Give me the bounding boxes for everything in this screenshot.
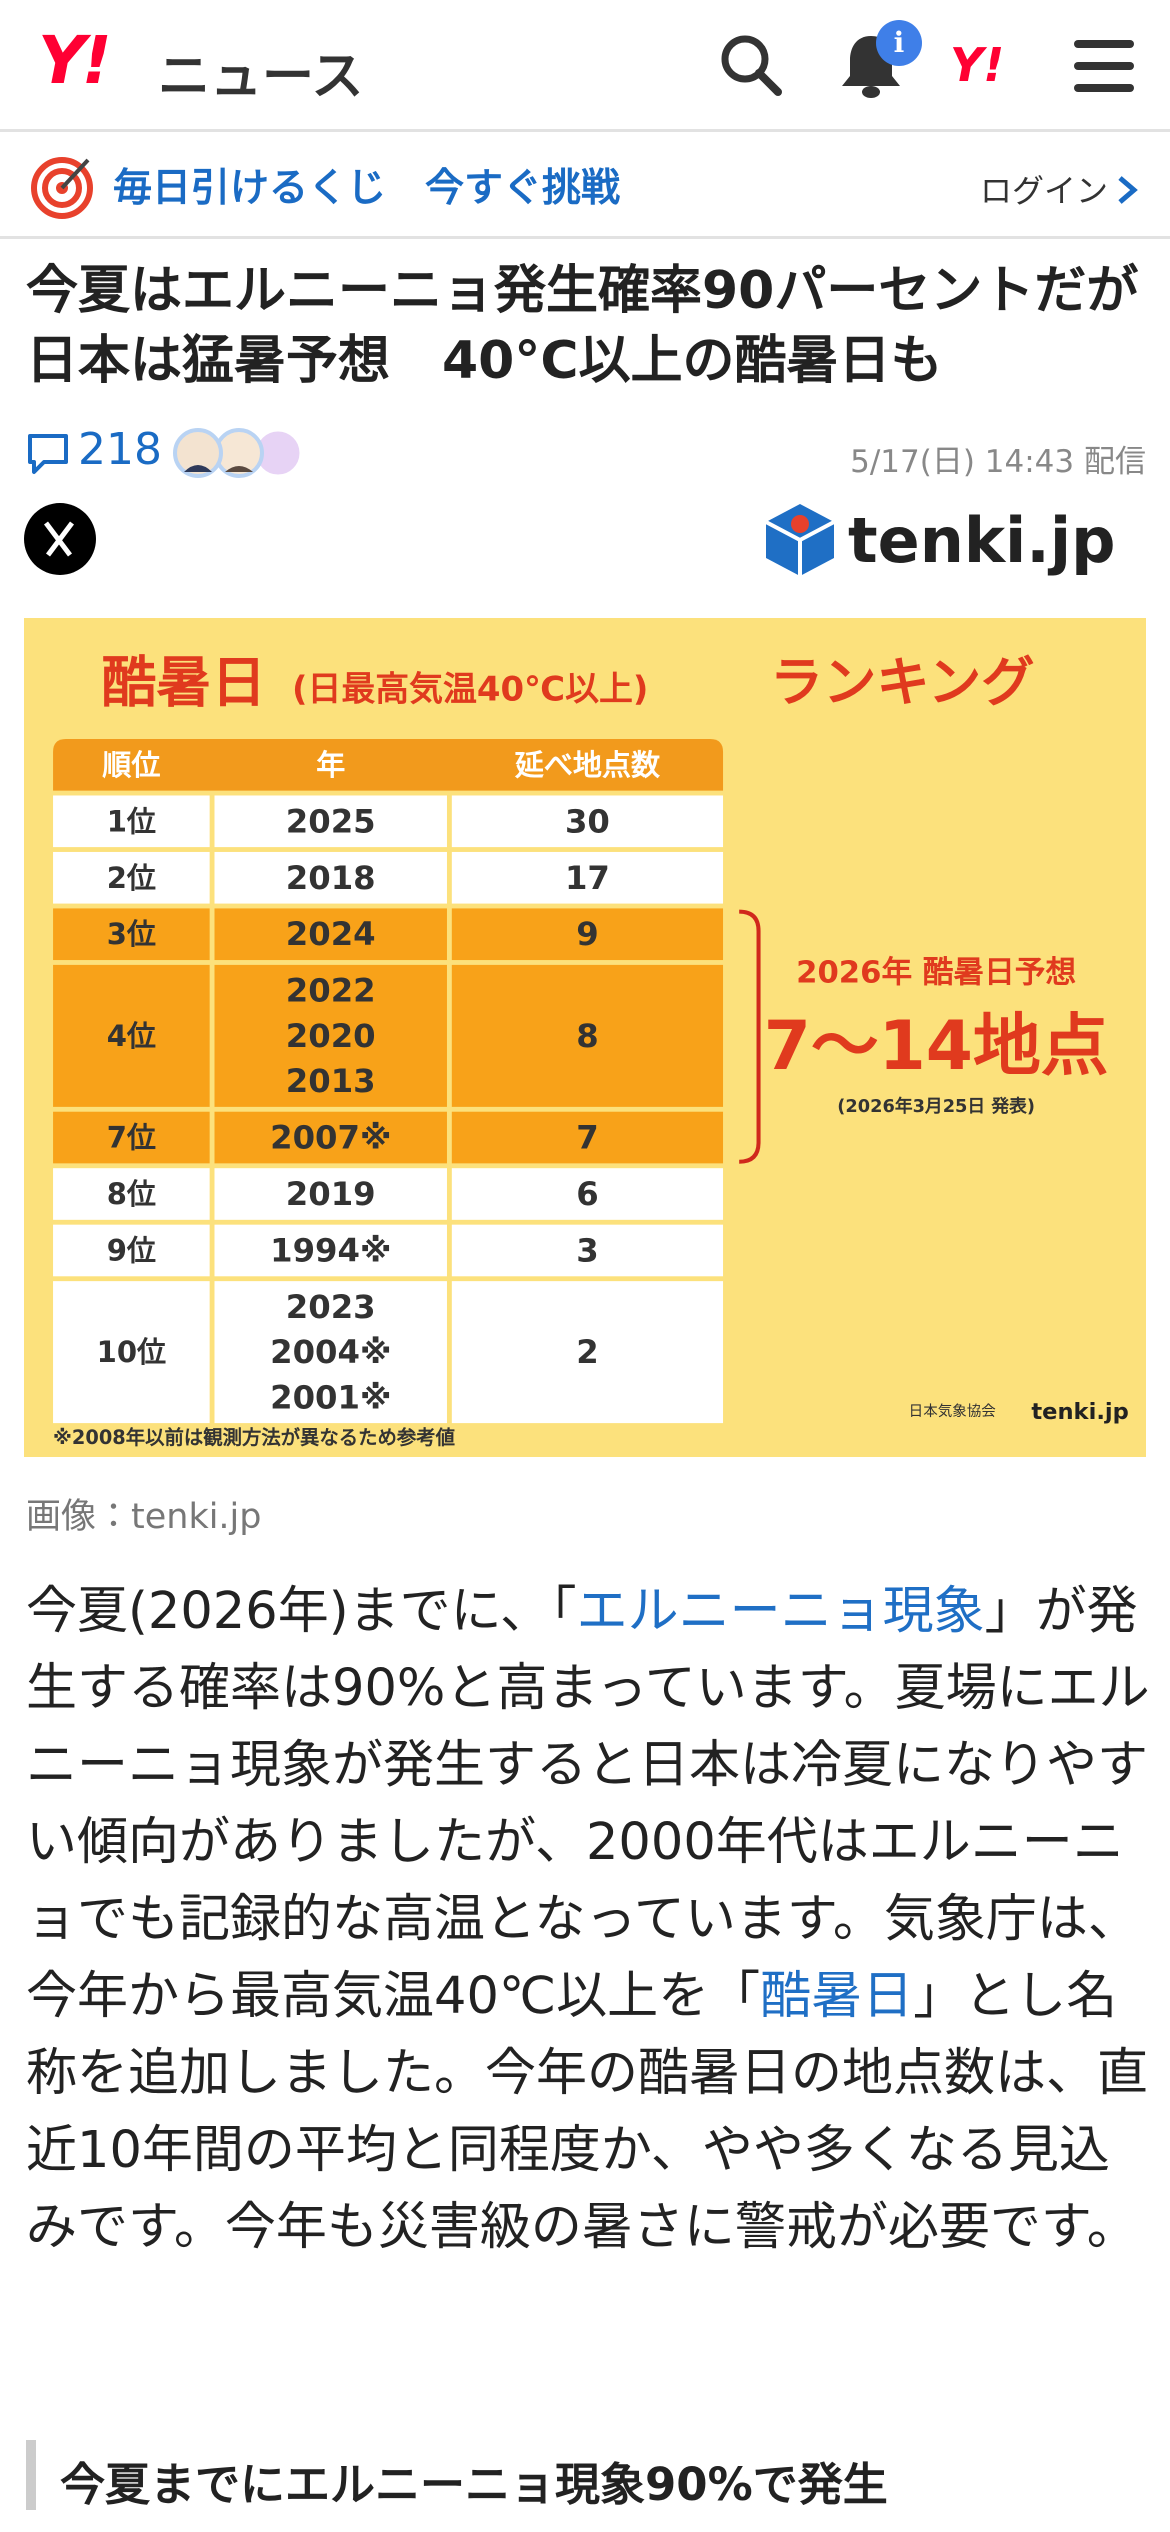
article-image: 酷暑日 (日最高気温40℃以上) ランキング 2026年 酷暑日予想 7〜14地… [24, 618, 1146, 1457]
login-text[interactable]: ログイン [980, 172, 1109, 210]
article-title: 今夏はエルニーニョ発生確率90パーセントだが日本は猛暑予想 40°C以上の酷暑日… [26, 261, 1139, 391]
table-cell [53, 1224, 210, 1277]
commenter-avatars [173, 428, 303, 478]
forecast-heading: 2026年 酷暑日予想 [796, 955, 1076, 990]
year: 1994※ [270, 1231, 391, 1269]
table-cell [451, 964, 724, 1107]
comment-count[interactable]: 218 [78, 424, 162, 475]
table-cell [214, 964, 447, 1107]
count: 8 [576, 1017, 598, 1055]
column-header: 延べ地点数 [515, 748, 661, 782]
table-cell [53, 795, 210, 848]
yahoo-icon[interactable]: Y! [950, 38, 1005, 92]
comment-icon[interactable] [26, 432, 70, 476]
table-cell [214, 1168, 447, 1220]
table-cell [451, 1224, 724, 1277]
table-cell [451, 908, 724, 961]
credit-org: 日本気象協会 [909, 1403, 997, 1420]
year: 2001※ [270, 1378, 391, 1416]
year: 2024 [286, 915, 376, 953]
source-logo[interactable]: tenki.jp [848, 504, 1116, 577]
promo-link[interactable]: 毎日引けるくじ 今すぐ挑戦 [113, 166, 621, 211]
rank: 3位 [107, 917, 156, 951]
search-icon[interactable] [718, 32, 784, 98]
table-cell [214, 1224, 447, 1277]
article-text: 」とし名称を追加しました。今年の酷暑日の地点数は、直近10年間の平均と同程度か、… [26, 1967, 1149, 2257]
article-link[interactable]: 酷暑日 [760, 1967, 914, 2026]
promo-bar: 毎日引けるくじ 今すぐ挑戦 ログイン [0, 132, 1170, 239]
rank: 9位 [107, 1233, 156, 1267]
table-cell [53, 1111, 210, 1164]
table-cell [451, 1111, 724, 1164]
count: 3 [576, 1231, 598, 1269]
forecast-range: 7〜14地点 [764, 1006, 1109, 1085]
year: 2023 [286, 1288, 376, 1326]
year: 2007※ [270, 1119, 391, 1157]
rank: 10位 [97, 1335, 166, 1369]
table-cell [451, 851, 724, 904]
year: 2022 [286, 972, 376, 1010]
table-cell [214, 1281, 447, 1424]
table-cell [214, 1111, 447, 1164]
image-title-suffix: ランキング [770, 652, 1035, 714]
year: 2025 [286, 802, 376, 840]
article-text: 今夏(2026年)までに、「 [26, 1582, 577, 1641]
table-cell [53, 1281, 210, 1424]
count: 7 [576, 1119, 598, 1157]
count: 17 [565, 859, 610, 897]
tenki-logo-icon [765, 504, 835, 576]
year: 2013 [286, 1062, 376, 1100]
column-header: 順位 [102, 748, 160, 782]
year: 2018 [286, 859, 376, 897]
count: 30 [565, 802, 610, 840]
table-cell [451, 1168, 724, 1220]
article-body: 今夏(2026年)までに、「エルニーニョ現象」が発生する確率は90%と高まってい… [26, 1573, 1151, 2266]
count: 2 [576, 1333, 598, 1371]
forecast-note: (2026年3月25日 発表) [837, 1095, 1035, 1117]
image-title: 酷暑日 [101, 651, 266, 715]
table-cell [451, 1281, 724, 1424]
image-caption: 画像：tenki.jp [26, 1497, 262, 1537]
credit-logo: tenki.jp [1031, 1399, 1128, 1425]
rank: 7位 [107, 1121, 156, 1155]
section-heading: 今夏までにエルニーニョ現象90%で発生 [26, 2440, 1146, 2511]
table-cell [214, 795, 447, 848]
x-share-button[interactable] [24, 503, 96, 575]
image-title-note: (日最高気温40℃以上) [292, 669, 648, 708]
article-link[interactable]: エルニーニョ現象 [576, 1582, 985, 1641]
rank: 1位 [107, 804, 156, 838]
table-cell [53, 1168, 210, 1220]
year: 2019 [286, 1175, 376, 1213]
table-cell [53, 851, 210, 904]
notification-badge[interactable]: i [876, 20, 922, 66]
table-cell [214, 908, 447, 961]
table-header-bg [53, 739, 724, 791]
count: 6 [576, 1175, 598, 1213]
rank: 2位 [107, 861, 156, 895]
logo-mark[interactable]: Y! [38, 22, 112, 99]
count: 9 [576, 915, 598, 953]
table-cell [214, 851, 447, 904]
menu-icon[interactable] [1074, 38, 1134, 94]
year: 2020 [286, 1017, 376, 1055]
article-text: 」が発生する確率は90%と高まっています。夏場にエルニーニョ現象が発生すると日本… [26, 1582, 1150, 2026]
footnote: ※2008年以前は観測方法が異なるため参考値 [53, 1426, 455, 1449]
column-header: 年 [316, 748, 345, 782]
table-cell [53, 908, 210, 961]
table-cell [451, 795, 724, 848]
ranking-table: 順位 年 延べ地点数 1位 2025 30 2位 2018 17 3位 2024 9 4位 2022 202… [53, 739, 724, 1424]
published-date: 5/17(日) 14:43 配信 [850, 444, 1146, 480]
header: Y! ニュース i Y! [0, 0, 1170, 132]
chevron-icon [1118, 176, 1138, 204]
rank: 8位 [107, 1177, 156, 1211]
login-link[interactable]: ログイン [980, 166, 1140, 212]
rank: 4位 [107, 1019, 156, 1053]
logo-text[interactable]: ニュース [158, 47, 364, 107]
year: 2004※ [270, 1333, 391, 1371]
target-icon [31, 157, 93, 219]
bracket [739, 909, 761, 1164]
table-cell [53, 964, 210, 1107]
section-heading-text: 今夏までにエルニーニョ現象90%で発生 [60, 2458, 888, 2511]
